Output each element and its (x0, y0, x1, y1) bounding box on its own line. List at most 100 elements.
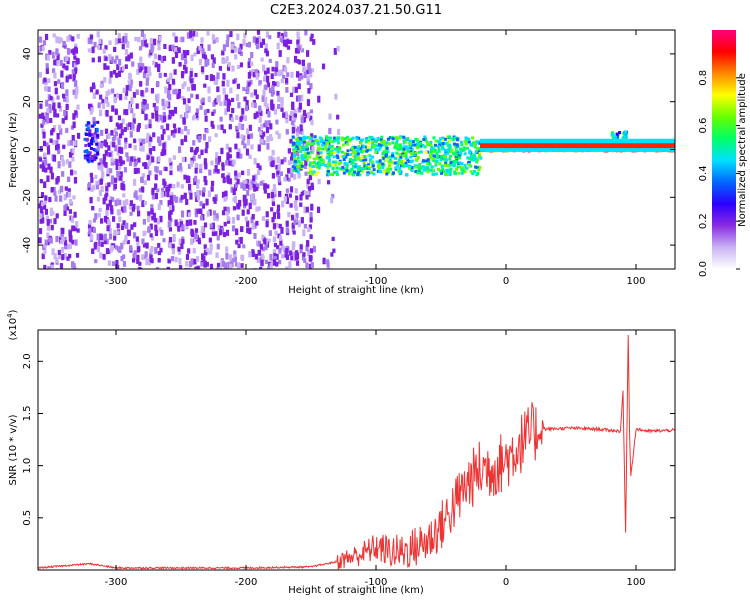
heatmap-cell (67, 191, 72, 198)
heatmap-cell (185, 111, 189, 119)
heatmap-cell (312, 157, 316, 161)
heatmap-cell (415, 144, 419, 148)
heatmap-cell (429, 168, 433, 172)
heatmap-cell (92, 133, 96, 139)
heatmap-cell (350, 158, 354, 162)
heatmap-cell (260, 136, 264, 141)
heatmap-cell (194, 191, 198, 198)
heatmap-cell (429, 150, 433, 154)
heatmap-cell (277, 176, 281, 183)
heatmap-cell (115, 163, 119, 170)
heatmap-cell (279, 37, 283, 43)
heatmap-cell (227, 172, 231, 178)
heatmap-cell (114, 199, 118, 207)
heatmap-cell (296, 140, 300, 144)
heatmap-cell (226, 98, 231, 105)
heatmap-cell (459, 147, 463, 151)
heatmap-cell (159, 215, 163, 223)
heatmap-cell (467, 137, 471, 141)
x-tick-label: 0 (503, 577, 509, 588)
heatmap-cell (341, 154, 345, 158)
heatmap-cell (148, 122, 152, 129)
heatmap-cell (172, 194, 176, 202)
heatmap-cell (414, 155, 418, 159)
heatmap-cell (195, 112, 199, 119)
heatmap-cell (275, 130, 279, 135)
heatmap-cell (63, 96, 67, 102)
heatmap-cell (61, 171, 65, 177)
heatmap-cell (94, 156, 98, 160)
heatmap-cell (163, 115, 167, 123)
heatmap-cell (370, 160, 374, 164)
heatmap-cell (272, 183, 277, 190)
heatmap-cell (141, 108, 145, 114)
heatmap-cell (46, 175, 50, 183)
heatmap-cell (269, 123, 273, 130)
heatmap-cell (121, 118, 125, 124)
heatmap-cell (285, 77, 289, 84)
heatmap-cell (448, 157, 452, 161)
heatmap-y-axis-label: Frequency (Hz) (8, 112, 19, 188)
heatmap-cell (368, 154, 372, 158)
heatmap-cell (357, 168, 361, 172)
heatmap-cell (287, 168, 291, 174)
heatmap-cell (249, 79, 253, 85)
heatmap-cell (391, 171, 395, 175)
heatmap-cell (55, 60, 59, 67)
heatmap-cell (180, 243, 184, 250)
heatmap-cell (225, 143, 229, 150)
heatmap-cell (474, 150, 478, 154)
heatmap-cell (178, 257, 182, 265)
heatmap-cell (91, 57, 95, 63)
heatmap-cell (203, 222, 208, 228)
heatmap-cell (67, 188, 71, 194)
heatmap-cell (107, 182, 111, 188)
heatmap-cell (280, 107, 284, 112)
heatmap-cell (232, 197, 236, 202)
heatmap-cell (117, 124, 121, 130)
heatmap-cell (236, 151, 240, 159)
heatmap-cell (296, 59, 300, 64)
heatmap-cell (407, 160, 411, 164)
heatmap-cell (305, 262, 309, 269)
heatmap-cell (280, 78, 284, 84)
heatmap-cell (93, 131, 97, 135)
heatmap-cell (385, 172, 389, 176)
heatmap-cell (114, 38, 118, 45)
heatmap-cell (303, 143, 307, 149)
heatmap-cell (203, 260, 207, 268)
heatmap-cell (312, 141, 316, 145)
heatmap-cell (305, 244, 309, 252)
heatmap-cell (357, 157, 361, 161)
heatmap-cell (283, 196, 288, 203)
heatmap-cell (317, 148, 321, 152)
heatmap-cell (267, 120, 271, 126)
heatmap-cell (356, 165, 360, 169)
heatmap-cell (320, 154, 324, 158)
heatmap-cell (166, 266, 170, 269)
heatmap-cell (258, 165, 262, 171)
heatmap-cell (285, 247, 289, 254)
heatmap-cell (99, 158, 103, 165)
heatmap-cell (103, 239, 107, 245)
heatmap-cell (174, 88, 178, 94)
heatmap-cell (128, 143, 132, 148)
heatmap-cell (144, 124, 148, 130)
heatmap-cell (155, 166, 159, 174)
heatmap-cell (418, 167, 422, 171)
heatmap-cell (246, 209, 250, 215)
heatmap-cell (286, 45, 291, 50)
heatmap-cell (114, 144, 118, 152)
heatmap-cell (168, 183, 172, 189)
heatmap-cell (200, 37, 204, 43)
heatmap-cell (306, 240, 310, 247)
heatmap-cell (278, 223, 282, 229)
heatmap-cell (161, 116, 165, 123)
heatmap-cell (294, 48, 299, 54)
heatmap-cell (195, 108, 200, 114)
heatmap-cell (113, 59, 117, 64)
heatmap-cell (282, 246, 286, 253)
heatmap-cell (118, 164, 122, 171)
heatmap-cell (327, 145, 331, 149)
heatmap-cell (173, 69, 177, 75)
